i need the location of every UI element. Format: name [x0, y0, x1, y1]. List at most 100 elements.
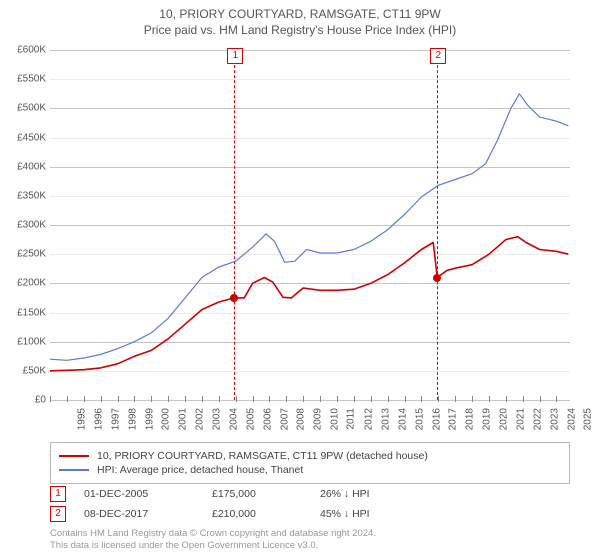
sale-marker-box: 2 [430, 48, 446, 64]
x-tick [540, 396, 541, 402]
sale-price: £175,000 [212, 488, 302, 500]
x-tick [253, 396, 254, 402]
x-axis-label: 2023 [549, 408, 560, 430]
sale-diff: 26% ↓ HPI [320, 488, 440, 500]
x-tick [354, 396, 355, 402]
x-tick [236, 396, 237, 402]
y-axis-label: £300K [0, 220, 46, 231]
x-tick [405, 396, 406, 402]
y-axis-label: £50K [0, 365, 46, 376]
x-tick [84, 396, 85, 402]
x-tick [388, 396, 389, 402]
sale-vline [234, 50, 235, 400]
sales-row: 2 08-DEC-2017 £210,000 45% ↓ HPI [50, 506, 570, 522]
x-tick [506, 396, 507, 402]
legend-swatch [59, 455, 89, 457]
y-axis-label: £100K [0, 336, 46, 347]
x-tick [50, 396, 51, 402]
y-axis-label: £350K [0, 190, 46, 201]
x-tick [556, 396, 557, 402]
x-axis-label: 2004 [228, 408, 239, 430]
title-line-1: 10, PRIORY COURTYARD, RAMSGATE, CT11 9PW [0, 6, 600, 22]
x-tick [101, 396, 102, 402]
x-axis-label: 2008 [296, 408, 307, 430]
x-tick [303, 396, 304, 402]
y-axis-label: £150K [0, 307, 46, 318]
legend-label: HPI: Average price, detached house, Than… [97, 464, 303, 476]
x-axis-label: 2019 [481, 408, 492, 430]
footer-line-1: Contains HM Land Registry data © Crown c… [50, 528, 570, 540]
chart-container: 10, PRIORY COURTYARD, RAMSGATE, CT11 9PW… [0, 0, 600, 560]
x-tick [202, 396, 203, 402]
series-line-hpi [50, 94, 568, 361]
x-axis-label: 2001 [178, 408, 189, 430]
x-axis-label: 1998 [127, 408, 138, 430]
chart-title: 10, PRIORY COURTYARD, RAMSGATE, CT11 9PW… [0, 0, 600, 38]
x-tick [168, 396, 169, 402]
x-axis-label: 1996 [93, 408, 104, 430]
sales-row: 1 01-DEC-2005 £175,000 26% ↓ HPI [50, 486, 570, 502]
x-axis-label: 2010 [329, 408, 340, 430]
x-tick [371, 396, 372, 402]
x-tick [286, 396, 287, 402]
x-axis-label: 2013 [380, 408, 391, 430]
x-tick [134, 396, 135, 402]
x-tick [185, 396, 186, 402]
legend-row: HPI: Average price, detached house, Than… [59, 464, 561, 476]
y-axis-label: £250K [0, 249, 46, 260]
x-tick [489, 396, 490, 402]
x-tick [219, 396, 220, 402]
x-axis-label: 1999 [144, 408, 155, 430]
sale-dot [433, 274, 441, 282]
series-line-property [50, 237, 568, 371]
sale-diff: 45% ↓ HPI [320, 508, 440, 520]
x-axis-label: 2024 [566, 408, 577, 430]
x-axis-label: 2012 [363, 408, 374, 430]
chart-lines-svg [50, 50, 570, 400]
sale-vline [437, 50, 438, 400]
sale-marker-box: 1 [227, 48, 243, 64]
x-axis-label: 2006 [262, 408, 273, 430]
x-tick [337, 396, 338, 402]
x-tick [472, 396, 473, 402]
x-axis-label: 2015 [414, 408, 425, 430]
x-tick [523, 396, 524, 402]
x-tick [455, 396, 456, 402]
legend-row: 10, PRIORY COURTYARD, RAMSGATE, CT11 9PW… [59, 450, 561, 462]
y-axis-label: £550K [0, 74, 46, 85]
x-tick [67, 396, 68, 402]
sale-date: 01-DEC-2005 [84, 488, 194, 500]
x-axis-label: 2003 [211, 408, 222, 430]
x-tick [151, 396, 152, 402]
gridline [50, 400, 570, 401]
x-axis-label: 2009 [313, 408, 324, 430]
legend-box: 10, PRIORY COURTYARD, RAMSGATE, CT11 9PW… [50, 442, 570, 484]
x-axis-label: 2025 [583, 408, 594, 430]
x-axis-label: 1997 [110, 408, 121, 430]
x-axis-label: 1995 [76, 408, 87, 430]
sales-table: 1 01-DEC-2005 £175,000 26% ↓ HPI 2 08-DE… [50, 486, 570, 526]
x-axis-label: 2005 [245, 408, 256, 430]
sale-dot [230, 294, 238, 302]
x-axis-label: 2022 [532, 408, 543, 430]
x-axis-label: 2011 [346, 408, 357, 430]
y-axis-label: £200K [0, 278, 46, 289]
chart-plot-area: £0£50K£100K£150K£200K£250K£300K£350K£400… [50, 50, 570, 400]
y-axis-label: £450K [0, 132, 46, 143]
x-axis-label: 2021 [515, 408, 526, 430]
footer-line-2: This data is licensed under the Open Gov… [50, 540, 570, 552]
x-axis-label: 2000 [161, 408, 172, 430]
x-tick [320, 396, 321, 402]
x-axis-label: 2002 [194, 408, 205, 430]
sale-marker-icon: 2 [50, 506, 66, 522]
x-tick [269, 396, 270, 402]
x-tick [118, 396, 119, 402]
sale-date: 08-DEC-2017 [84, 508, 194, 520]
y-axis-label: £600K [0, 45, 46, 56]
x-axis-label: 2014 [397, 408, 408, 430]
y-axis-label: £0 [0, 395, 46, 406]
legend-swatch [59, 469, 89, 471]
legend-label: 10, PRIORY COURTYARD, RAMSGATE, CT11 9PW… [97, 450, 428, 462]
x-axis-label: 2017 [448, 408, 459, 430]
x-axis-label: 2020 [498, 408, 509, 430]
